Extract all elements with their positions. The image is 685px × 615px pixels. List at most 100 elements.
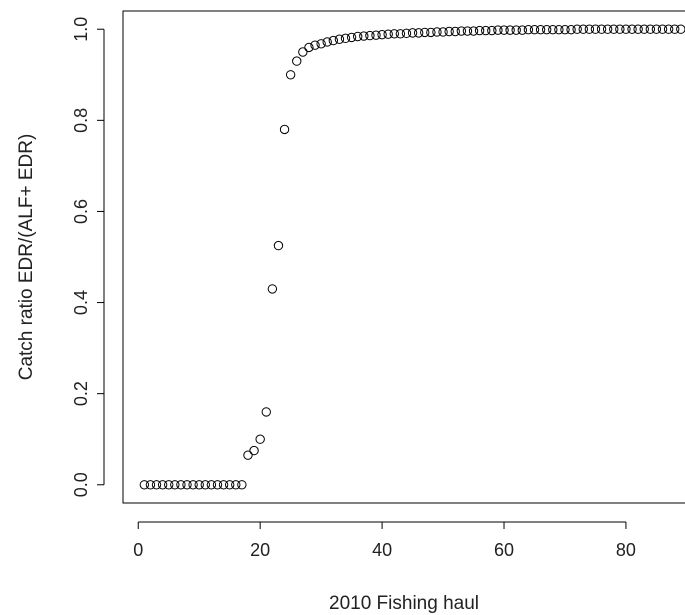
data-point [151, 480, 162, 490]
data-point [316, 39, 326, 49]
data-point [590, 24, 601, 34]
data-point [420, 27, 430, 38]
data-point [401, 28, 412, 39]
data-point [157, 480, 168, 490]
data-point [481, 25, 491, 36]
data-point [231, 480, 241, 490]
data-point [292, 56, 302, 66]
data-point [627, 24, 637, 34]
data-point [566, 24, 576, 35]
data-point [249, 445, 259, 456]
data-point [663, 24, 674, 34]
data-point [456, 26, 467, 36]
data-point [383, 29, 393, 39]
data-point [182, 480, 192, 490]
data-point [237, 480, 247, 490]
data-point [334, 34, 345, 44]
data-point [218, 480, 229, 490]
data-point [395, 29, 406, 39]
y-axis-label: Catch ratio EDR/(ALF+ EDR) [16, 134, 37, 381]
data-point [164, 480, 174, 490]
data-point [243, 450, 253, 460]
data-point [468, 26, 479, 36]
data-point [450, 26, 460, 37]
data-point [273, 240, 284, 251]
x-tick-label: 40 [372, 540, 392, 560]
x-axis-label: 2010 Fishing haul [329, 593, 479, 614]
data-point [493, 25, 503, 35]
data-point [676, 24, 685, 34]
data-point [298, 47, 308, 57]
data-point [346, 32, 357, 43]
data-point [609, 24, 619, 34]
data-point [139, 480, 150, 490]
data-point [541, 24, 552, 35]
data-point [529, 24, 540, 35]
data-point [432, 27, 442, 37]
data-point [212, 480, 223, 490]
data-point [145, 480, 156, 490]
data-point [389, 29, 399, 39]
data-point [596, 24, 607, 34]
data-point [170, 480, 180, 490]
data-point [261, 407, 271, 417]
data-point [548, 24, 558, 35]
y-axis: 0.0 0.2 0.4 0.6 0.8 1.0 [71, 17, 105, 497]
data-point [572, 24, 582, 34]
data-points [139, 24, 685, 490]
x-tick-label: 0 [133, 540, 143, 560]
data-point [621, 24, 631, 34]
data-point [224, 480, 235, 490]
plot-box [122, 10, 685, 504]
data-point [438, 27, 448, 37]
data-point [560, 24, 570, 35]
data-point [310, 40, 320, 50]
data-point [359, 31, 369, 41]
data-point [365, 30, 375, 41]
data-point [176, 480, 186, 490]
data-point [511, 25, 521, 35]
data-point [505, 25, 515, 35]
data-point [499, 25, 509, 35]
y-tick-label: 1.0 [71, 17, 91, 42]
data-point [353, 31, 363, 42]
y-tick-label: 0.0 [71, 472, 91, 497]
data-point [328, 35, 339, 46]
data-point [645, 24, 656, 34]
data-point [304, 42, 314, 53]
data-point [670, 24, 680, 34]
data-point [651, 24, 662, 34]
data-point [523, 24, 534, 35]
data-point [200, 480, 210, 490]
y-tick-label: 0.2 [71, 381, 91, 406]
data-point [444, 26, 454, 37]
data-point [602, 24, 613, 34]
data-point [188, 480, 198, 490]
data-point [474, 25, 485, 36]
x-tick-label: 80 [616, 540, 636, 560]
data-point [413, 28, 424, 38]
x-tick-label: 20 [250, 540, 270, 560]
data-point [340, 33, 351, 44]
data-point [426, 27, 436, 38]
data-point [657, 24, 668, 34]
data-point [279, 124, 290, 135]
data-point [371, 30, 381, 40]
data-point [633, 24, 643, 34]
y-tick-label: 0.4 [71, 290, 91, 315]
data-point [584, 24, 595, 34]
data-point [267, 284, 278, 294]
data-point [255, 434, 265, 444]
data-point [535, 24, 546, 35]
data-point [487, 25, 497, 36]
data-point [377, 29, 387, 40]
data-point [639, 24, 649, 34]
data-point [194, 480, 204, 490]
data-point [578, 24, 588, 34]
data-point [206, 480, 217, 490]
data-point [554, 24, 564, 35]
data-point [462, 26, 473, 36]
y-tick-label: 0.6 [71, 199, 91, 224]
x-axis: 0 20 40 60 80 [133, 521, 636, 560]
